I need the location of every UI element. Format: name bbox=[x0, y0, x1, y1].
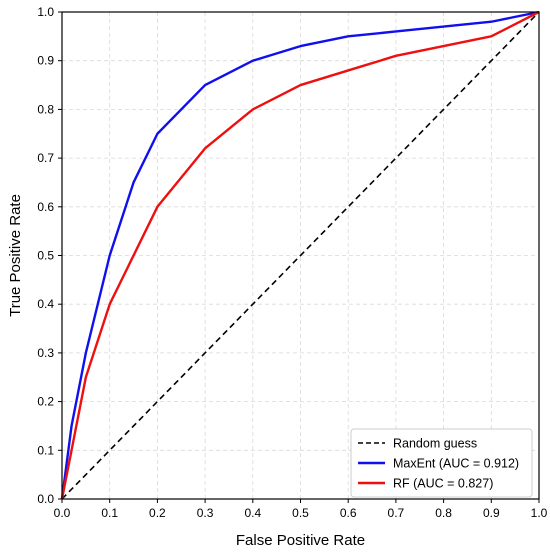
plot-lines bbox=[60, 10, 540, 500]
y-tick-label: 0.1 bbox=[37, 443, 54, 457]
y-tick-label: 0.3 bbox=[37, 346, 54, 360]
axis-ticks: 0.0 0.1 0.2 0.3 0.4 0.5 0.6 0.7 0.8 0.9 1.0 0.0 0.1 0… bbox=[37, 5, 547, 520]
grid bbox=[61, 11, 540, 500]
x-tick-label: 0.8 bbox=[435, 506, 452, 520]
y-tick-label: 1.0 bbox=[37, 5, 54, 19]
x-tick-label: 0.5 bbox=[292, 506, 309, 520]
y-tick-label: 0.4 bbox=[37, 297, 54, 311]
series-line-1 bbox=[60, 10, 540, 500]
y-tick-label: 0.0 bbox=[37, 492, 54, 506]
series-line-0 bbox=[61, 11, 540, 500]
legend-label-0: Random guess bbox=[393, 437, 477, 451]
x-tick-label: 0.3 bbox=[197, 506, 214, 520]
x-tick-label: 0.6 bbox=[340, 506, 357, 520]
y-tick-label: 0.8 bbox=[37, 102, 54, 116]
x-tick-label: 0.1 bbox=[101, 506, 118, 520]
series-line-2 bbox=[60, 10, 540, 500]
y-tick-label: 0.6 bbox=[37, 200, 54, 214]
x-tick-label: 0.9 bbox=[483, 506, 500, 520]
y-tick-label: 0.5 bbox=[37, 249, 54, 263]
legend-box bbox=[350, 428, 533, 498]
x-tick-label: 0.0 bbox=[54, 506, 71, 520]
y-axis-title: True Positive Rate bbox=[7, 194, 24, 317]
x-tick-label: 1.0 bbox=[531, 506, 548, 520]
legend: Random guess MaxEnt (AUC = 0.912) RF (AUC … bbox=[350, 428, 533, 498]
x-tick-label: 0.2 bbox=[149, 506, 166, 520]
y-tick-label: 0.7 bbox=[37, 151, 54, 165]
y-tick-label: 0.2 bbox=[37, 395, 54, 409]
x-axis-title: False Positive Rate bbox=[236, 532, 365, 549]
x-tick-label: 0.4 bbox=[244, 506, 261, 520]
legend-label-2: RF (AUC = 0.827) bbox=[393, 477, 493, 491]
y-tick-label: 0.9 bbox=[37, 54, 54, 68]
x-tick-label: 0.7 bbox=[388, 506, 405, 520]
legend-label-1: MaxEnt (AUC = 0.912) bbox=[393, 457, 519, 471]
